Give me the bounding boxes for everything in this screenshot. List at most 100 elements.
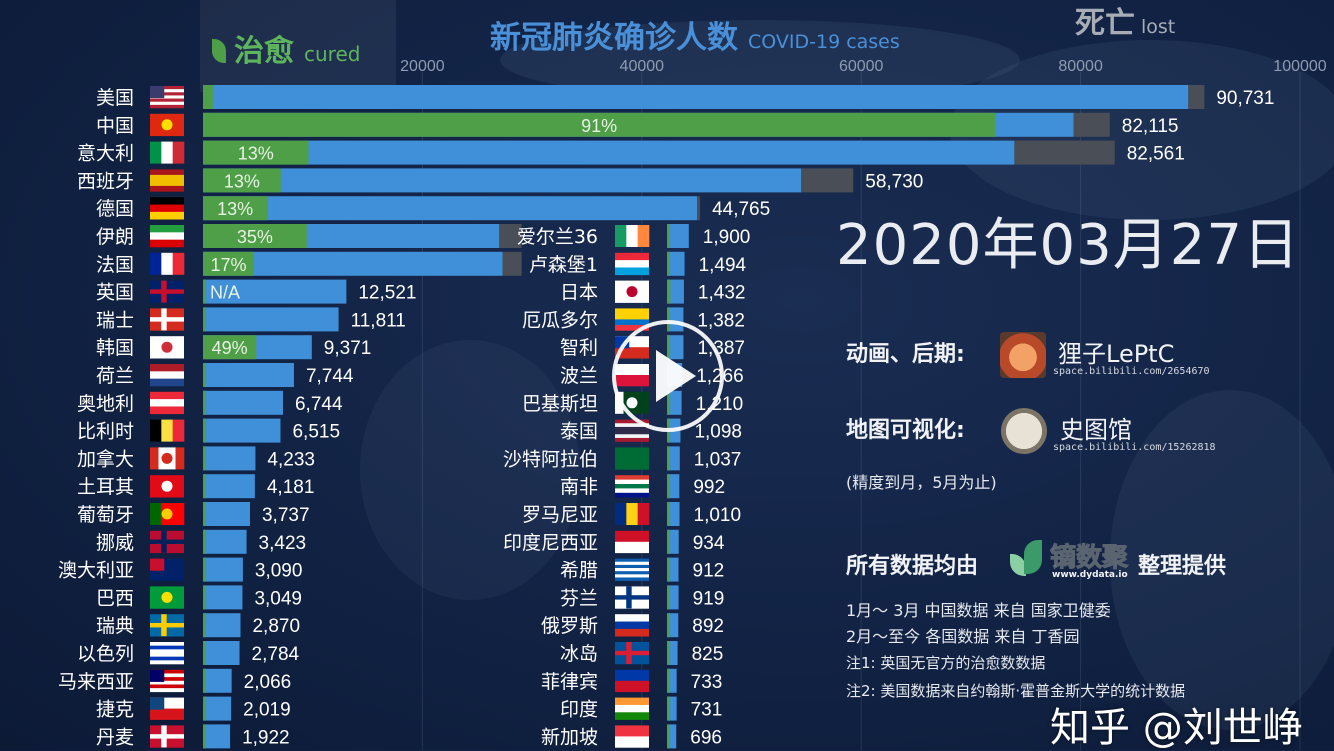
flag-stripe [615,614,649,622]
value-label: 919 [693,588,725,609]
value-label: 2,066 [244,672,292,693]
bar-confirmed [203,279,347,304]
flag-stripe [637,503,650,525]
country-name: 奥地利 [77,393,134,415]
bar-confirmed [203,140,1015,165]
data-brand: 镝数聚 [1049,543,1129,574]
lost-label: 死亡 [1075,6,1135,41]
bar-row: 印度尼西亚 934 [503,529,725,554]
country-name: 波兰 [560,365,598,387]
bar-row: 伊朗 35% [96,224,522,248]
flag-stripe [150,656,184,661]
flag-cross [150,539,184,544]
flag-stripe [615,503,627,525]
flag-cross [161,614,167,637]
bar-lost [1188,85,1205,109]
country-name: 土耳其 [77,476,134,498]
flag-stripe [615,541,649,554]
flag-stripe [150,98,184,103]
flag-stripe [150,673,184,678]
bar-row: 美国 90,731 [96,85,1274,109]
bar-cured [667,641,670,665]
bar-row: 葡萄牙 3,737 [77,502,310,526]
bar-cured [203,557,206,582]
country-name: 印度尼西亚 [503,532,598,554]
flag-stripe [615,267,649,276]
flag-canton [150,86,165,99]
flag-stripe [615,419,649,424]
country-name: 葡萄牙 [77,504,134,526]
bar-row: 瑞典 2,870 [96,613,300,638]
value-label: 1,010 [694,505,742,526]
flag-stripe [150,660,184,665]
flag-stripe [150,406,184,415]
country-name: 爱尔兰36 [517,226,598,248]
bar-cured [667,251,670,276]
flag-stripe [150,197,184,205]
bar-confirmed [667,696,677,721]
dydata-logo-icon [1010,540,1044,578]
country-name: 印度 [560,699,598,721]
bar-row: 新加坡 696 [541,724,722,749]
value-label: 6,744 [295,394,343,415]
flag-stripe [150,141,162,164]
flag-stripe [150,708,184,720]
flag-icon [615,558,649,581]
flag-icon [150,558,184,581]
lost-sub: lost [1141,16,1176,38]
flag-stripe [150,211,184,220]
flag-stripe [150,174,184,181]
country-name: 丹麦 [96,726,134,748]
value-label: 1,494 [699,255,747,276]
bar-cured [667,224,670,248]
flag-stripe [150,503,162,525]
bar-confirmed [203,696,232,721]
flag-stripe [615,252,649,261]
value-label: 7,744 [306,366,354,387]
animation-url[interactable]: space.bilibili.com/2654670 [1053,366,1210,377]
flag-icon [615,669,649,693]
value-label: 9,371 [324,338,372,359]
flag-stripe [150,653,184,657]
bar-row: 菲律宾 733 [541,668,722,693]
flag-icon [150,113,184,137]
flag-stripe [161,141,173,164]
flag-icon [615,308,649,331]
play-button[interactable] [612,320,724,432]
country-name: 冰岛 [560,643,598,665]
bar-row: 沙特阿拉伯 1,037 [503,446,741,471]
value-label: 1,432 [698,283,746,304]
value-label: 82,115 [1122,116,1179,137]
map-url[interactable]: space.bilibili.com/15262818 [1053,442,1216,453]
bar-row: 以色列 2,784 [77,641,300,665]
map-author-avatar [1001,408,1047,454]
bar-cured [667,307,670,332]
bar-confirmed [203,390,283,415]
bar-row: 希腊 912 [560,557,724,582]
flag-stripe [172,141,185,164]
flag-stripe [615,736,649,748]
bar-row: 俄罗斯 892 [541,613,724,638]
value-label: 731 [691,700,723,721]
flag-stripe [615,697,649,706]
flag-icon [615,697,649,720]
flag-stripe [615,308,649,315]
bar-lost [801,168,854,193]
bar-confirmed [203,168,802,193]
note-2: 注2: 美国数据来自约翰斯·霍普金斯大学的统计数据 [846,682,1186,700]
x-tick-label: 20000 [400,58,445,75]
flag-stripe [150,225,184,233]
bar-cured [203,307,206,332]
bar-confirmed [667,529,679,554]
bar-row: 日本 1,432 [560,279,746,304]
bar-confirmed [667,641,678,665]
country-name: 厄瓜多尔 [522,309,598,331]
chart-title: 新冠肺炎确诊人数 COVID-19 cases [490,12,900,57]
bar-row: 马来西亚 2,066 [58,668,292,693]
flag-stripe [626,503,638,525]
bar-row: 法国 17% [96,251,522,276]
flag-stripe [150,92,184,96]
bar-row: 西班牙 13% 58,730 [77,168,923,193]
country-name: 南非 [560,476,598,498]
flag-icon [150,252,185,275]
